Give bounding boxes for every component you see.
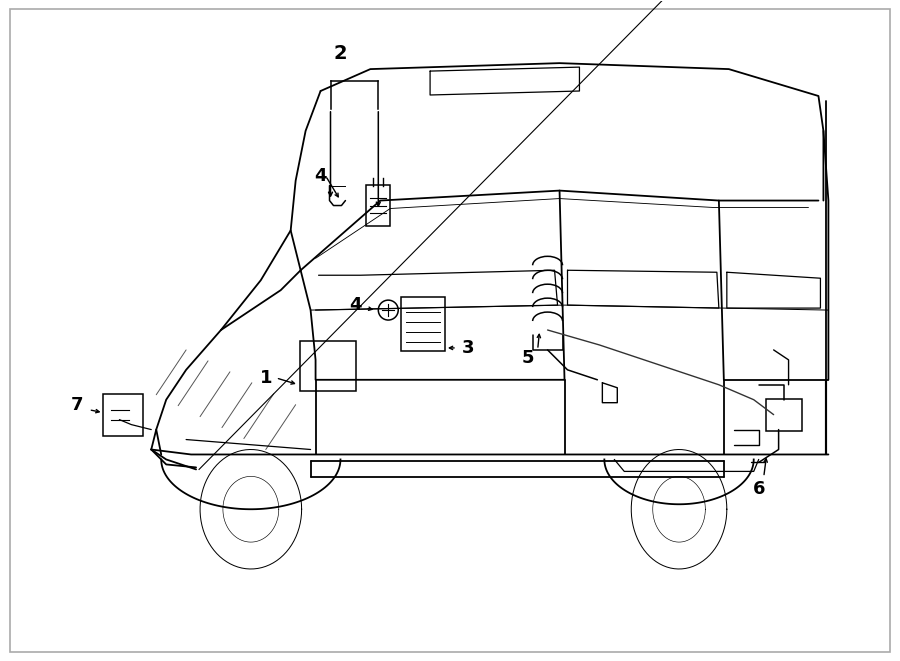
FancyBboxPatch shape — [366, 184, 391, 227]
Text: 3: 3 — [462, 339, 474, 357]
Text: 6: 6 — [752, 481, 765, 498]
FancyBboxPatch shape — [766, 399, 802, 430]
Text: 1: 1 — [259, 369, 272, 387]
Text: 5: 5 — [521, 349, 534, 367]
FancyBboxPatch shape — [300, 341, 356, 391]
Text: 7: 7 — [70, 396, 83, 414]
FancyBboxPatch shape — [401, 297, 445, 351]
Text: 2: 2 — [334, 44, 347, 63]
Text: 4: 4 — [314, 167, 327, 184]
FancyBboxPatch shape — [104, 394, 143, 436]
Text: 4: 4 — [349, 296, 362, 314]
